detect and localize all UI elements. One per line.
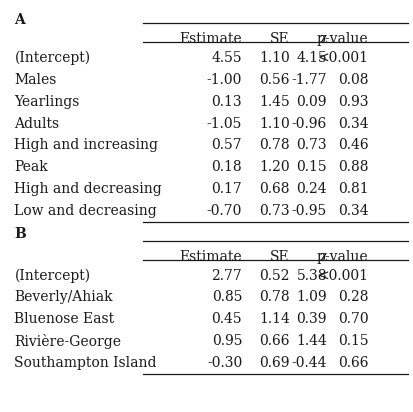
Text: 0.24: 0.24 [296,182,326,196]
Text: p-value: p-value [316,32,368,46]
Text: -0.95: -0.95 [291,204,326,218]
Text: 1.14: 1.14 [258,312,289,326]
Text: Low and decreasing: Low and decreasing [14,204,157,218]
Text: 4.55: 4.55 [211,51,242,65]
Text: 2.77: 2.77 [211,269,242,283]
Text: 0.68: 0.68 [259,182,289,196]
Text: 0.34: 0.34 [337,117,368,131]
Text: Bluenose East: Bluenose East [14,312,114,326]
Text: 0.18: 0.18 [211,160,242,174]
Text: 0.56: 0.56 [259,73,289,87]
Text: Yearlings: Yearlings [14,95,80,109]
Text: Estimate: Estimate [179,250,242,264]
Text: 0.46: 0.46 [337,138,368,152]
Text: Estimate: Estimate [179,32,242,46]
Text: <0.001: <0.001 [317,51,368,65]
Text: 1.45: 1.45 [259,95,289,109]
Text: High and increasing: High and increasing [14,138,158,152]
Text: 0.08: 0.08 [337,73,368,87]
Text: 0.70: 0.70 [337,312,368,326]
Text: 0.66: 0.66 [259,334,289,348]
Text: 1.20: 1.20 [259,160,289,174]
Text: 0.57: 0.57 [211,138,242,152]
Text: 0.81: 0.81 [337,182,368,196]
Text: 0.52: 0.52 [259,269,289,283]
Text: z: z [319,32,326,46]
Text: SE: SE [270,250,289,264]
Text: Southampton Island: Southampton Island [14,356,157,370]
Text: A: A [14,13,25,27]
Text: 0.88: 0.88 [337,160,368,174]
Text: 1.09: 1.09 [296,290,326,304]
Text: 0.66: 0.66 [337,356,368,370]
Text: 0.39: 0.39 [296,312,326,326]
Text: 4.15: 4.15 [296,51,326,65]
Text: -0.96: -0.96 [291,117,326,131]
Text: Males: Males [14,73,57,87]
Text: 0.34: 0.34 [337,204,368,218]
Text: 0.73: 0.73 [296,138,326,152]
Text: -1.05: -1.05 [206,117,242,131]
Text: p-value: p-value [316,250,368,264]
Text: 0.28: 0.28 [337,290,368,304]
Text: High and decreasing: High and decreasing [14,182,162,196]
Text: 0.85: 0.85 [211,290,242,304]
Text: (Intercept): (Intercept) [14,51,90,66]
Text: 0.73: 0.73 [259,204,289,218]
Text: 0.78: 0.78 [259,138,289,152]
Text: -1.00: -1.00 [206,73,242,87]
Text: 0.13: 0.13 [211,95,242,109]
Text: 1.10: 1.10 [259,51,289,65]
Text: B: B [14,227,26,241]
Text: 0.69: 0.69 [259,356,289,370]
Text: 0.45: 0.45 [211,312,242,326]
Text: 5.38: 5.38 [296,269,326,283]
Text: -0.70: -0.70 [206,204,242,218]
Text: Rivière-George: Rivière-George [14,334,121,349]
Text: <0.001: <0.001 [317,269,368,283]
Text: z: z [319,250,326,264]
Text: 0.09: 0.09 [296,95,326,109]
Text: Peak: Peak [14,160,48,174]
Text: 0.93: 0.93 [337,95,368,109]
Text: 0.78: 0.78 [259,290,289,304]
Text: Beverly/Ahiak: Beverly/Ahiak [14,290,113,304]
Text: Adults: Adults [14,117,59,131]
Text: 1.44: 1.44 [295,334,326,348]
Text: 0.95: 0.95 [211,334,242,348]
Text: -0.44: -0.44 [291,356,326,370]
Text: 0.15: 0.15 [296,160,326,174]
Text: 0.15: 0.15 [337,334,368,348]
Text: 1.10: 1.10 [259,117,289,131]
Text: 0.17: 0.17 [211,182,242,196]
Text: (Intercept): (Intercept) [14,269,90,283]
Text: SE: SE [270,32,289,46]
Text: -0.30: -0.30 [206,356,242,370]
Text: -1.77: -1.77 [291,73,326,87]
